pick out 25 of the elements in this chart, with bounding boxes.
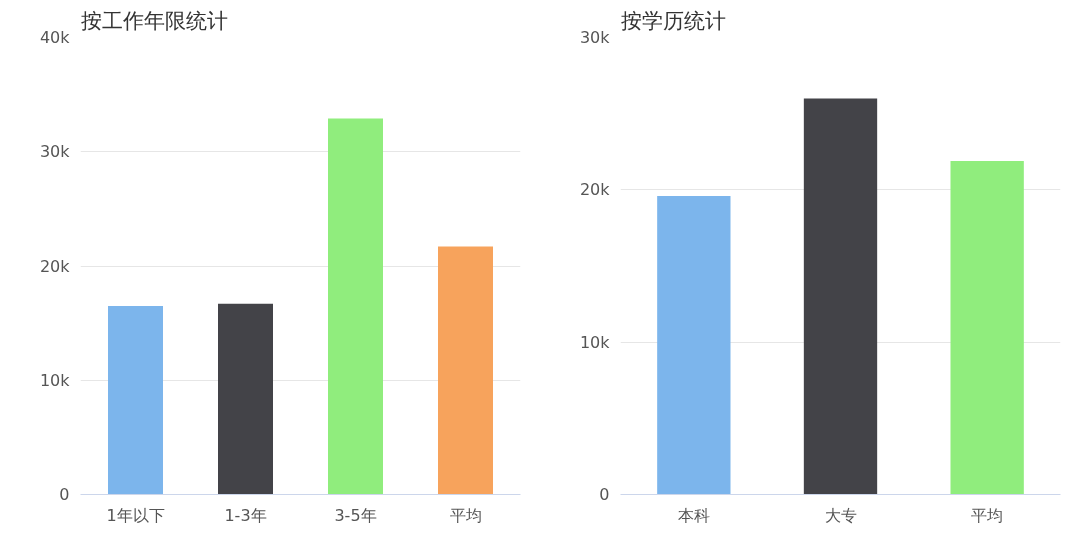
y-tick-label: 10k [39, 370, 71, 390]
x-tick-label: 3-5年 [334, 505, 377, 525]
y-tick-label: 30k [579, 28, 611, 47]
chart-title: 按工作年限统计 [80, 7, 228, 33]
y-tick-label: 10k [579, 332, 611, 352]
bar [328, 118, 383, 495]
bar [218, 303, 273, 495]
chart-title: 按学历统计 [620, 7, 726, 33]
y-tick-label: 0 [59, 485, 70, 504]
y-tick-label: 0 [599, 485, 610, 504]
bar [950, 160, 1024, 495]
bar [657, 195, 731, 495]
x-tick-label: 平均 [971, 505, 1004, 525]
bar [438, 246, 493, 495]
bar [803, 98, 878, 495]
y-tick-label: 20k [39, 256, 71, 276]
y-tick-label: 20k [579, 180, 611, 200]
x-tick-label: 1年以下 [106, 505, 165, 525]
x-tick-label: 本科 [677, 505, 710, 525]
bar [108, 305, 163, 495]
x-tick-label: 大专 [824, 505, 857, 525]
y-tick-label: 40k [39, 28, 71, 47]
y-tick-label: 30k [39, 142, 71, 162]
x-tick-label: 平均 [449, 505, 482, 525]
x-tick-label: 1-3年 [224, 505, 267, 525]
